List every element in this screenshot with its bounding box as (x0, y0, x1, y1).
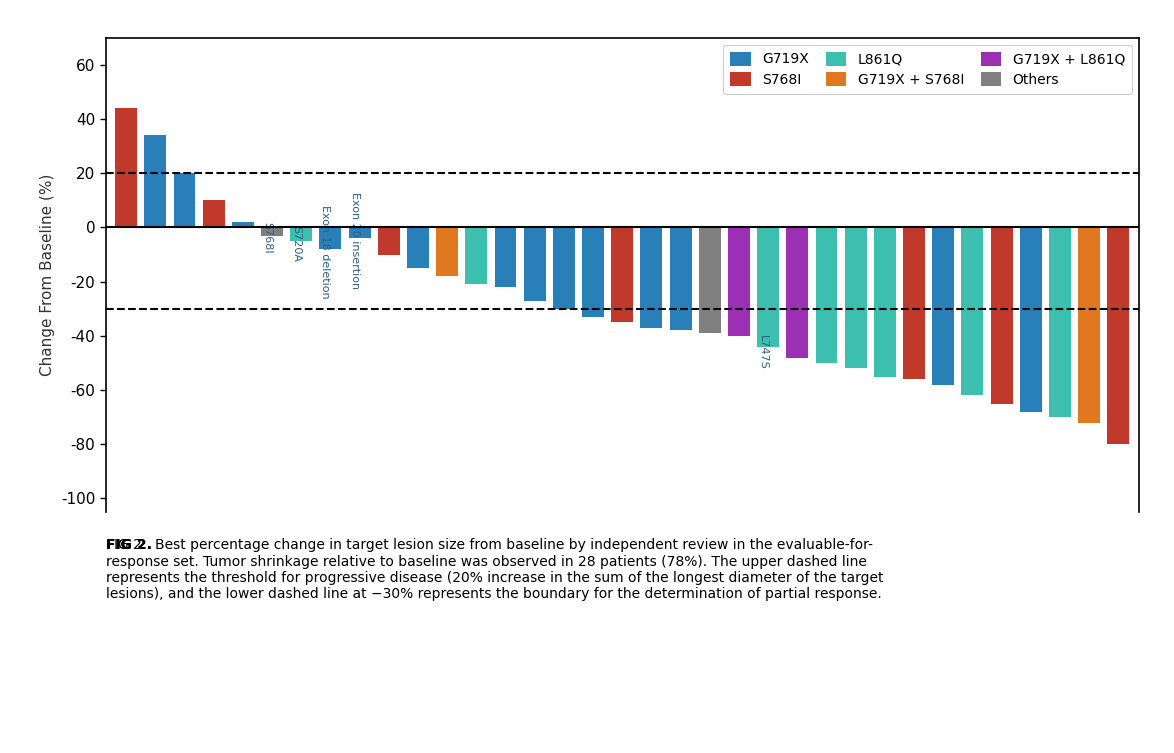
Bar (699, 227, 721, 333)
Bar (757, 227, 780, 346)
Bar (203, 200, 224, 227)
Legend: G719X, S768I, L861Q, G719X + S768I, G719X + L861Q, Others: G719X, S768I, L861Q, G719X + S768I, G719… (723, 44, 1132, 93)
Bar (319, 227, 342, 249)
Bar (641, 227, 662, 328)
Bar (1020, 227, 1041, 412)
Bar (903, 227, 925, 380)
Bar (232, 222, 254, 227)
Bar (1078, 227, 1100, 422)
Bar (115, 108, 137, 227)
Bar (437, 227, 458, 276)
Bar (787, 227, 808, 358)
Bar (174, 173, 195, 227)
Bar (612, 227, 633, 322)
Text: FIG 2.: FIG 2. (106, 538, 151, 553)
Bar (407, 227, 429, 268)
Bar (465, 227, 487, 285)
Text: S768I: S768I (262, 222, 272, 254)
Bar (290, 227, 312, 241)
Bar (378, 227, 399, 255)
Bar (873, 227, 896, 376)
Bar (962, 227, 984, 395)
Bar (582, 227, 603, 317)
Bar (991, 227, 1012, 404)
Bar (669, 227, 691, 331)
Bar (932, 227, 954, 385)
Bar (1107, 227, 1129, 444)
Text: Exon 18 deletion: Exon 18 deletion (321, 205, 330, 299)
Text: FIG 2.: FIG 2. (106, 538, 151, 553)
Text: FIG 2.  Best percentage change in target lesion size from baseline by independen: FIG 2. Best percentage change in target … (106, 538, 883, 601)
Bar (349, 227, 371, 238)
Text: Exon 20 insertion: Exon 20 insertion (350, 193, 359, 289)
Text: S720A: S720A (291, 226, 302, 262)
Bar (845, 227, 866, 368)
Bar (553, 227, 575, 309)
Bar (261, 227, 283, 236)
Bar (524, 227, 546, 300)
Bar (728, 227, 750, 336)
Bar (1050, 227, 1071, 417)
Bar (144, 136, 167, 227)
Text: L747S: L747S (758, 335, 768, 370)
Bar (816, 227, 837, 363)
Bar (494, 227, 517, 287)
Y-axis label: Change From Baseline (%): Change From Baseline (%) (40, 174, 55, 376)
